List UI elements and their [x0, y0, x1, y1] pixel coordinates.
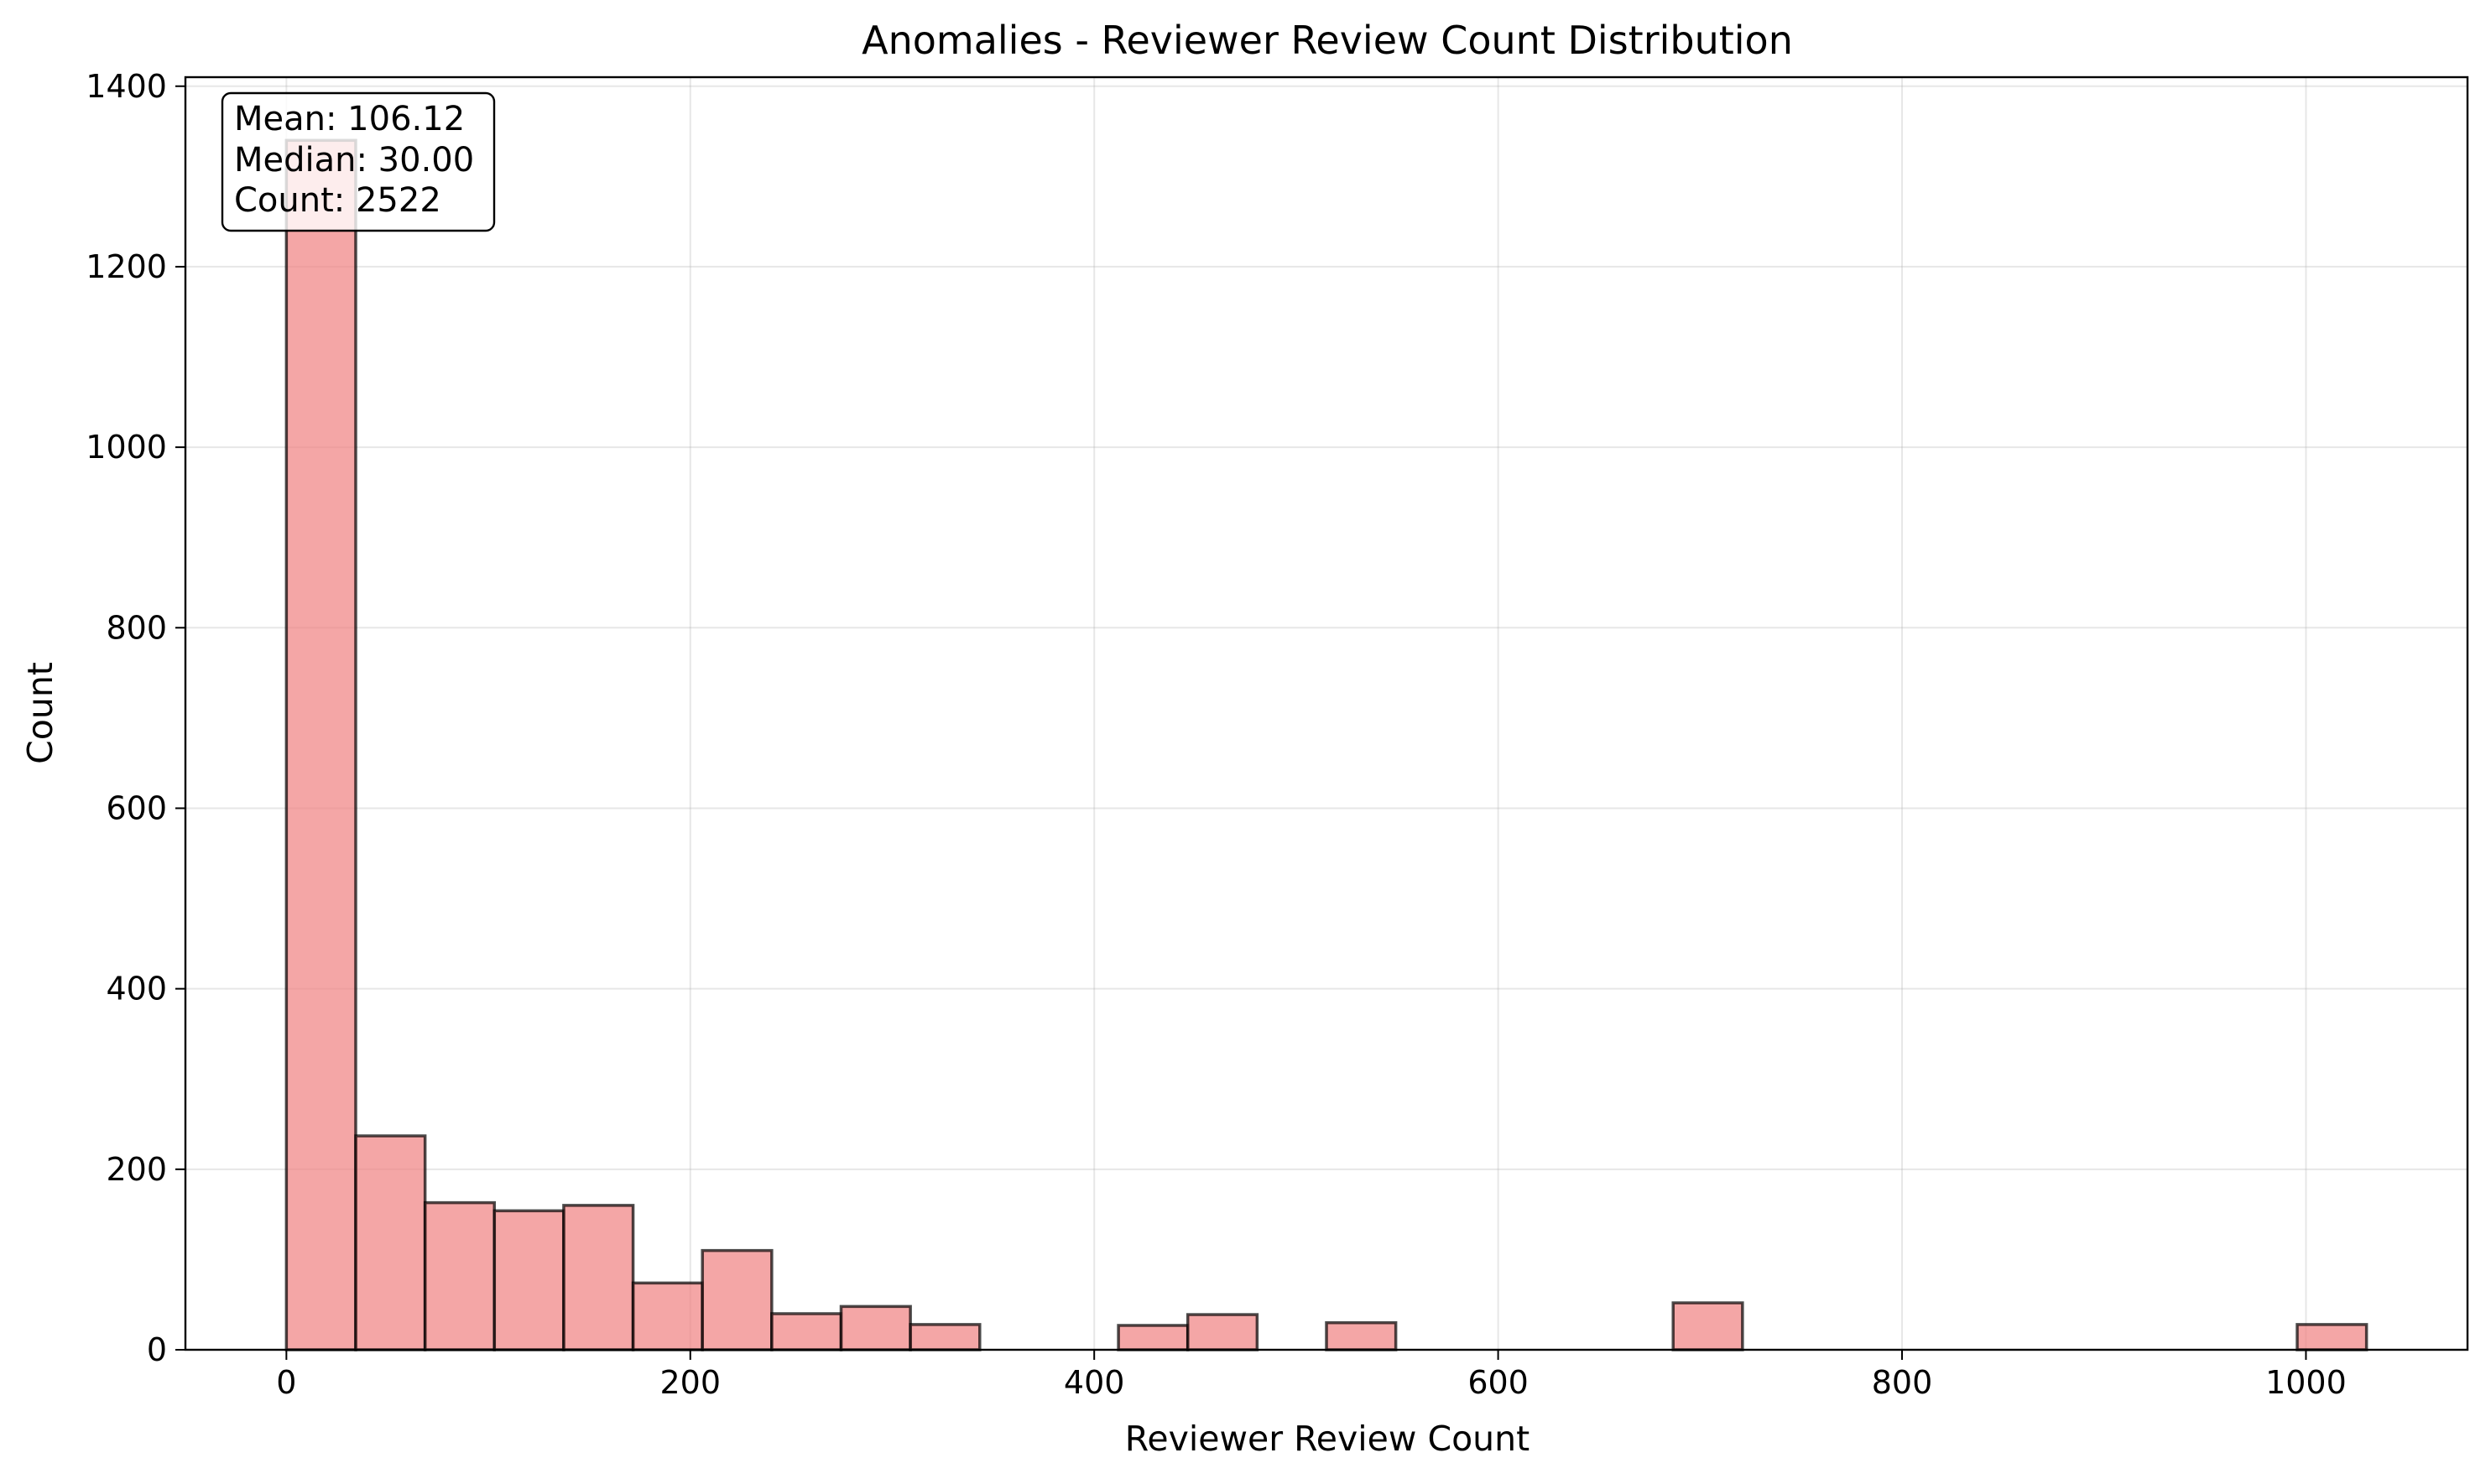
stats-mean: Mean: 106.12 — [234, 100, 465, 138]
x-tick-label: 400 — [1064, 1364, 1125, 1401]
y-axis-ticks: 0 200 400 600 800 1000 1200 1400 — [86, 68, 185, 1368]
x-axis-ticks: 0 200 400 600 800 1000 — [276, 1350, 2347, 1401]
histogram-bars — [284, 138, 2369, 1351]
x-tick-label: 600 — [1467, 1364, 1529, 1401]
chart-title: Anomalies - Reviewer Review Count Distri… — [862, 18, 1793, 63]
histogram-bar — [839, 1304, 912, 1351]
grid-lines — [185, 77, 2468, 1351]
histogram-bar — [354, 1134, 427, 1351]
y-tick-label: 1400 — [86, 68, 167, 105]
y-tick-label: 400 — [106, 971, 167, 1008]
histogram-bar — [492, 1209, 565, 1351]
histogram-bar — [909, 1323, 982, 1351]
histogram-bar — [284, 138, 357, 1351]
histogram-bar — [1117, 1324, 1190, 1351]
stats-box: Mean: 106.12 Median: 30.00 Count: 2522 — [221, 91, 496, 232]
histogram-bar — [770, 1312, 843, 1351]
x-axis-label: Reviewer Review Count — [1125, 1419, 1530, 1459]
histogram-bar — [1186, 1313, 1259, 1351]
y-tick-label: 800 — [106, 609, 167, 646]
y-tick-label: 1200 — [86, 248, 167, 285]
y-tick-label: 1000 — [86, 429, 167, 466]
y-tick-label: 200 — [106, 1151, 167, 1188]
plot-area-frame — [184, 76, 2469, 1351]
histogram-bar — [423, 1200, 497, 1351]
stats-median: Median: 30.00 — [234, 141, 474, 180]
y-tick-label: 600 — [106, 789, 167, 826]
histogram-bar — [2296, 1323, 2369, 1351]
histogram-bar — [1325, 1320, 1398, 1351]
x-tick-label: 800 — [1872, 1364, 1933, 1401]
histogram-bar — [562, 1204, 635, 1351]
y-tick-label: 0 — [147, 1331, 167, 1368]
stats-count: Count: 2522 — [234, 181, 441, 220]
histogram-bar — [1671, 1301, 1744, 1351]
x-tick-label: 0 — [276, 1364, 296, 1401]
histogram-bar — [701, 1248, 774, 1351]
x-tick-label: 1000 — [2265, 1364, 2347, 1401]
x-tick-label: 200 — [660, 1364, 722, 1401]
y-axis-label: Count — [20, 662, 60, 764]
histogram-bar — [631, 1281, 704, 1351]
stats-box-frame — [221, 91, 496, 232]
